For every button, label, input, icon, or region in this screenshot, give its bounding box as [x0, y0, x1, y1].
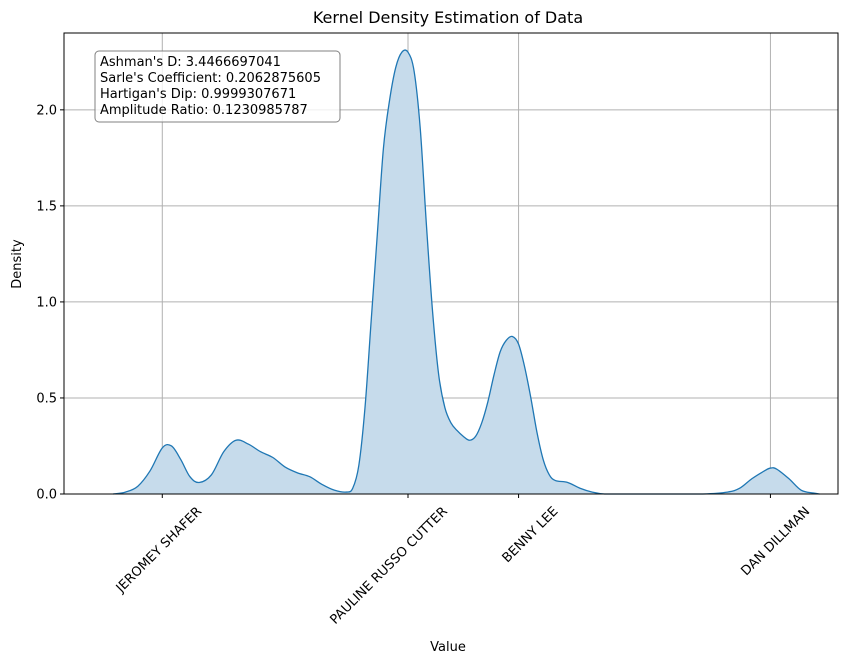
x-tick-label: BENNY LEE	[500, 504, 562, 566]
y-tick-label: 1.5	[36, 199, 57, 214]
x-axis-ticks: JEROMEY SHAFER PAULINE RUSSO CUTTER BENNY …	[113, 494, 813, 628]
x-axis-label: Value	[430, 640, 466, 655]
y-tick-label: 2.0	[36, 103, 57, 118]
stat-hartigans-dip: Hartigan's Dip: 0.9999307671	[100, 87, 296, 102]
x-tick-label: PAULINE RUSSO CUTTER	[327, 504, 450, 627]
stats-box-frame	[94, 50, 341, 123]
x-tick-label: DAN DILLMAN	[739, 504, 814, 579]
stat-sarles-coefficient: Sarle's Coefficient: 0.2062875605	[100, 71, 321, 86]
stat-amplitude-ratio: Amplitude Ratio: 0.1230985787	[100, 103, 308, 118]
y-axis-ticks: 0.0 0.5 1.0 1.5 2.0	[36, 103, 64, 503]
y-tick-label: 0.0	[36, 488, 57, 503]
x-tick-label: JEROMEY SHAFER	[113, 504, 205, 596]
y-axis-label: Density	[10, 239, 25, 289]
chart-title: Kernel Density Estimation of Data	[313, 8, 583, 27]
y-tick-label: 0.5	[36, 391, 57, 406]
stats-box: Ashman's D: 3.4466697041 Sarle's Coeffic…	[94, 50, 341, 123]
y-tick-label: 1.0	[36, 295, 57, 310]
plot-frame	[63, 32, 839, 495]
stat-ashmans-d: Ashman's D: 3.4466697041	[100, 55, 281, 70]
